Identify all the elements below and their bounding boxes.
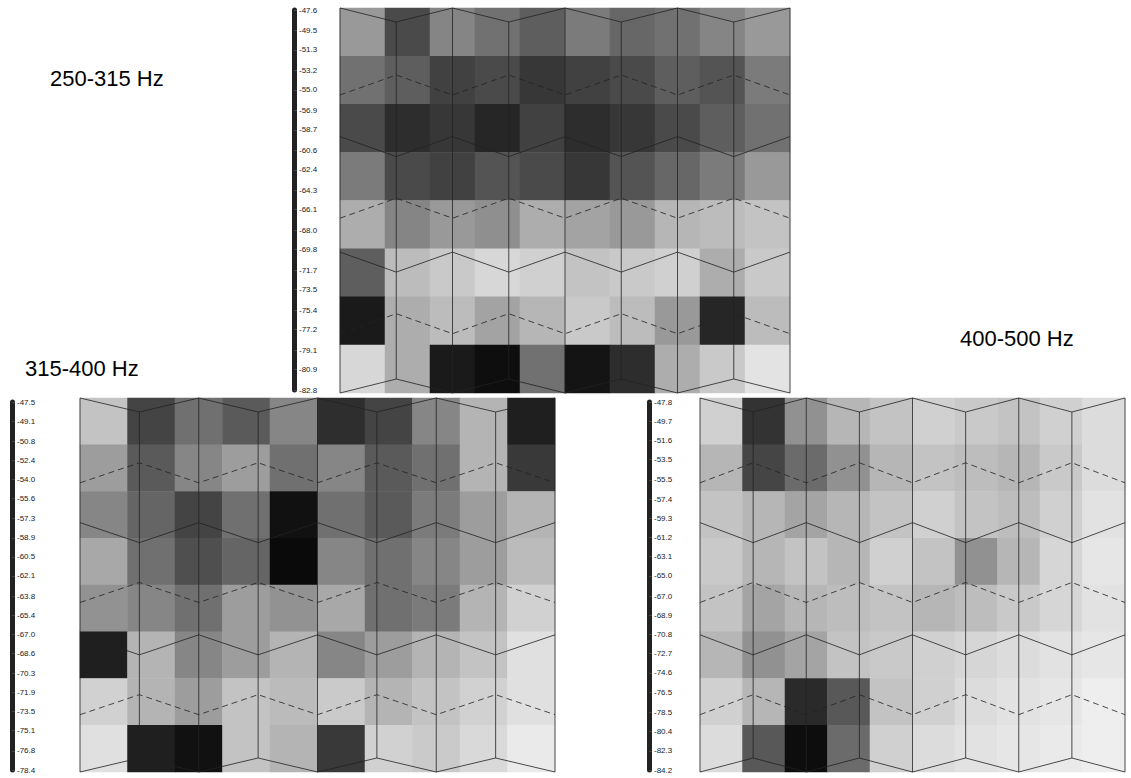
svg-text:-68.9: -68.9 [654,611,673,620]
svg-text:-51.3: -51.3 [299,45,318,54]
svg-text:-67.0: -67.0 [17,630,36,639]
svg-text:400-500 Hz: 400-500 Hz [960,326,1074,351]
svg-text:-82.8: -82.8 [299,386,318,395]
svg-text:-65.4: -65.4 [17,611,36,620]
svg-text:-80.4: -80.4 [654,727,673,736]
svg-text:-58.7: -58.7 [299,125,318,134]
svg-text:-56.9: -56.9 [299,106,318,115]
svg-text:-59.3: -59.3 [654,514,673,523]
svg-text:-75.4: -75.4 [299,306,318,315]
svg-text:-68.6: -68.6 [17,649,36,658]
svg-text:-74.6: -74.6 [654,668,673,677]
svg-text:-67.0: -67.0 [654,592,673,601]
svg-text:-62.4: -62.4 [299,165,318,174]
svg-text:-58.9: -58.9 [17,533,36,542]
svg-text:-49.5: -49.5 [299,26,318,35]
svg-text:-55.5: -55.5 [654,475,673,484]
svg-text:250-315 Hz: 250-315 Hz [50,66,164,91]
svg-text:-53.2: -53.2 [299,66,318,75]
svg-text:-65.0: -65.0 [654,571,673,580]
svg-text:-68.0: -68.0 [299,226,318,235]
svg-text:-78.5: -78.5 [654,708,673,717]
svg-text:-66.1: -66.1 [299,205,318,214]
svg-text:-52.4: -52.4 [17,456,36,465]
svg-text:-84.2: -84.2 [654,766,673,775]
svg-text:-75.1: -75.1 [17,726,36,735]
svg-text:-50.8: -50.8 [17,437,36,446]
svg-text:-51.6: -51.6 [654,436,673,445]
svg-text:-60.5: -60.5 [17,552,36,561]
svg-text:-77.2: -77.2 [299,325,318,334]
svg-text:-47.5: -47.5 [17,398,36,407]
svg-text:-60.6: -60.6 [299,146,318,155]
svg-text:-63.8: -63.8 [17,592,36,601]
svg-text:-72.7: -72.7 [654,649,673,658]
svg-text:-80.9: -80.9 [299,365,318,374]
svg-text:-49.1: -49.1 [17,417,36,426]
svg-text:-70.3: -70.3 [17,669,36,678]
svg-text:-57.3: -57.3 [17,514,36,523]
svg-text:-57.4: -57.4 [654,495,673,504]
svg-text:315-400 Hz: 315-400 Hz [25,356,139,381]
svg-text:-63.1: -63.1 [654,552,673,561]
svg-text:-76.5: -76.5 [654,688,673,697]
svg-text:-71.7: -71.7 [299,266,318,275]
svg-text:-82.3: -82.3 [654,746,673,755]
svg-text:-47.6: -47.6 [299,6,318,15]
svg-text:-78.4: -78.4 [17,766,36,775]
svg-text:-73.5: -73.5 [299,285,318,294]
svg-text:-71.9: -71.9 [17,688,36,697]
svg-text:-62.1: -62.1 [17,571,36,580]
svg-text:-61.2: -61.2 [654,533,673,542]
svg-text:-70.8: -70.8 [654,630,673,639]
svg-text:-76.8: -76.8 [17,746,36,755]
svg-text:-69.8: -69.8 [299,245,318,254]
svg-text:-73.5: -73.5 [17,707,36,716]
svg-text:-54.0: -54.0 [17,475,36,484]
svg-text:-49.7: -49.7 [654,417,673,426]
svg-text:-55.0: -55.0 [299,85,318,94]
svg-text:-55.6: -55.6 [17,494,36,503]
svg-text:-64.3: -64.3 [299,186,318,195]
svg-text:-53.5: -53.5 [654,455,673,464]
svg-text:-79.1: -79.1 [299,346,318,355]
svg-text:-47.8: -47.8 [654,398,673,407]
